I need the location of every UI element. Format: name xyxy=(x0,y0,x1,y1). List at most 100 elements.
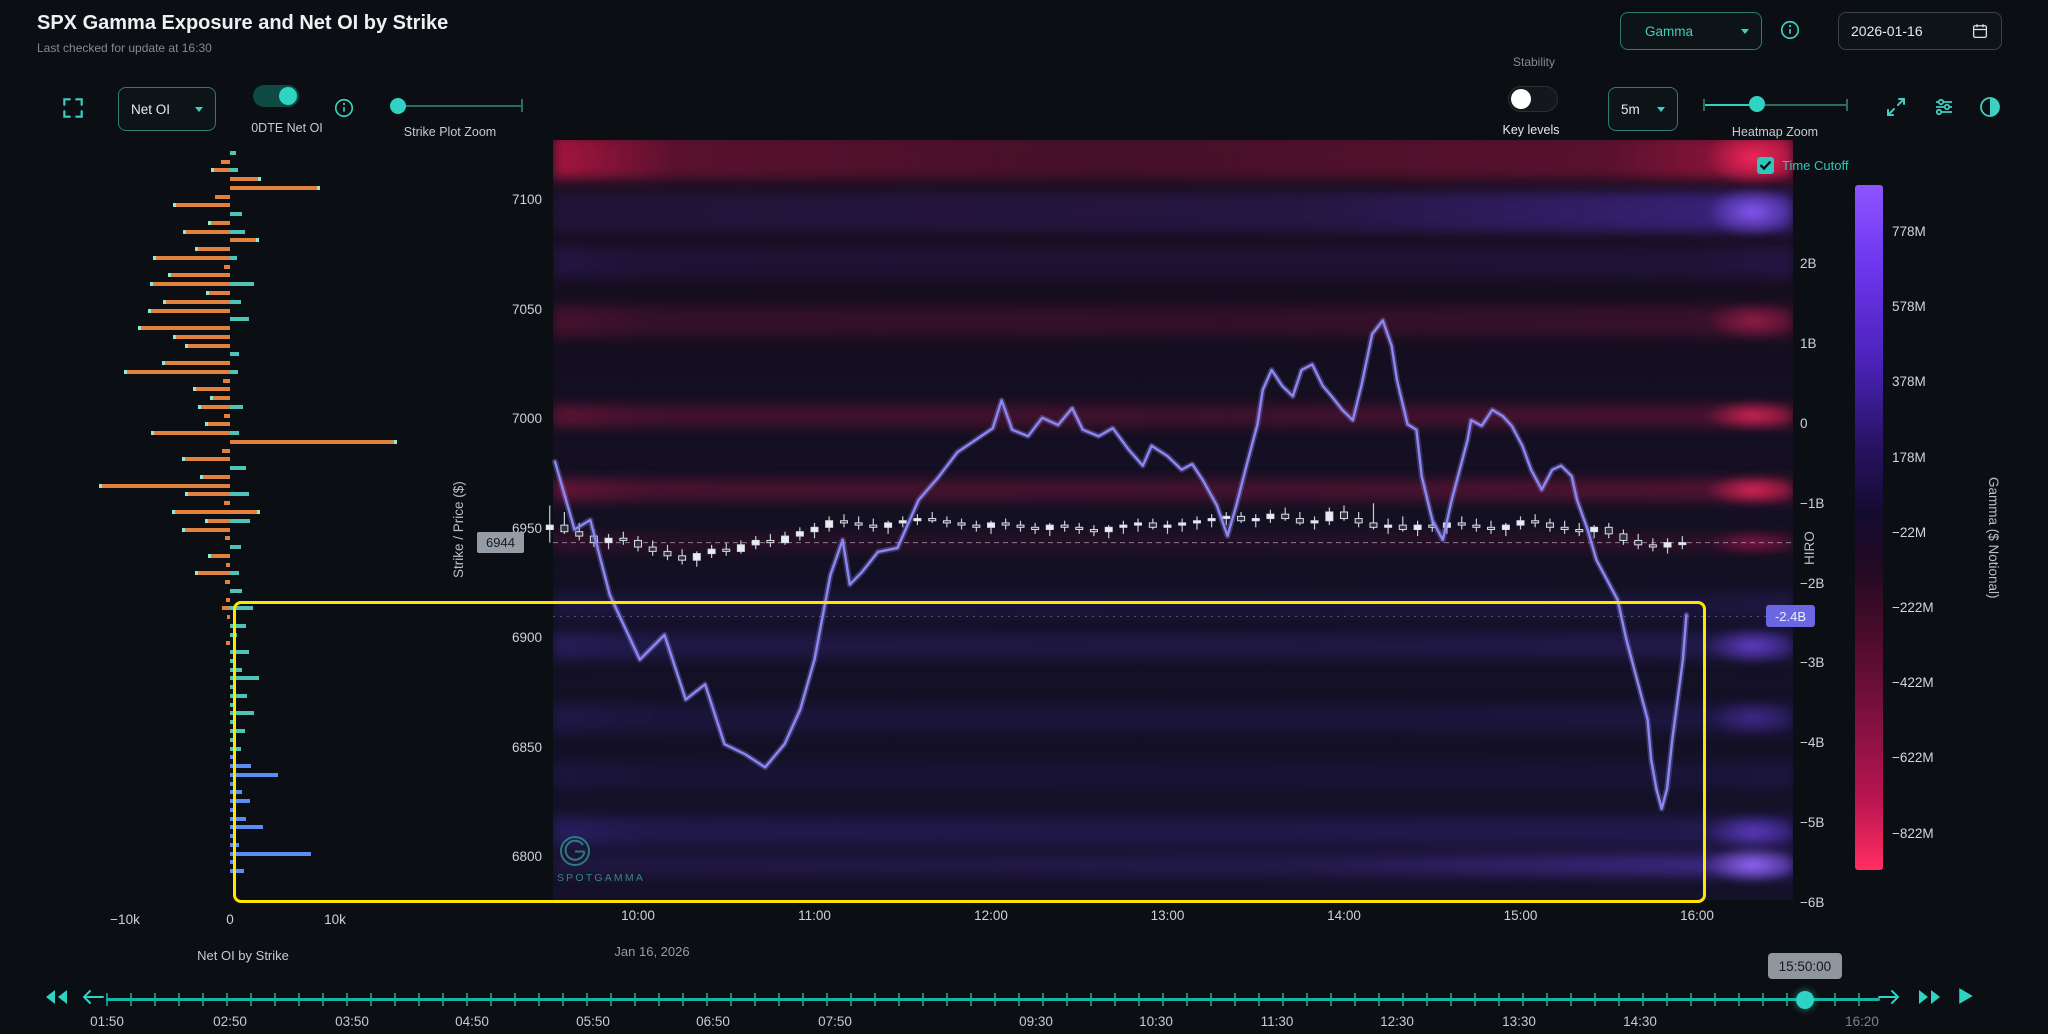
netoi-bar xyxy=(230,851,311,856)
netoi-bar xyxy=(223,413,230,418)
heatmap-zoom-knob[interactable] xyxy=(1749,96,1765,112)
netoi-bar xyxy=(225,641,230,646)
timeline-slider-handle[interactable] xyxy=(1795,991,1814,1009)
netoi-bar-cap xyxy=(173,203,177,208)
price-tick-label: 7100 xyxy=(511,192,542,207)
netoi-bar xyxy=(230,545,241,550)
heatmap-glow xyxy=(1690,296,1793,347)
netoi-bar xyxy=(230,431,240,436)
heatmap-zoom-track[interactable] xyxy=(1705,104,1848,106)
expand-arrows-icon[interactable] xyxy=(1884,95,1908,119)
strike-plot-zoom-knob[interactable] xyxy=(390,98,406,114)
price-tick-label: 6950 xyxy=(511,520,542,536)
netoi-bar-cap xyxy=(393,439,397,444)
netoi-bar xyxy=(230,571,240,576)
contrast-icon[interactable] xyxy=(1978,95,2002,119)
chart-date-label: Jan 16, 2026 xyxy=(614,944,690,959)
strike-plot-zoom-track[interactable] xyxy=(398,105,522,107)
colorbar-tick-label: −22M xyxy=(1892,524,1927,540)
netoi-bar-cap xyxy=(210,396,214,401)
time-cutoff-label: Time Cutoff xyxy=(1782,158,1849,173)
netoi-bar xyxy=(209,220,230,225)
date-picker-value: 2026-01-16 xyxy=(1851,23,1923,39)
netoi-bar-cap xyxy=(257,509,261,514)
netoi-bar xyxy=(221,606,230,611)
toggle-knob xyxy=(279,87,297,105)
netoi-bar-cap xyxy=(181,457,185,462)
timeline-slider-track[interactable] xyxy=(106,998,1880,1001)
netoi-bar xyxy=(212,168,230,173)
timeline-time-label: 01:50 xyxy=(90,1014,124,1029)
netoi-bar xyxy=(162,361,230,366)
netoi-bar xyxy=(225,597,230,602)
timeline-time-label: 02:50 xyxy=(213,1014,247,1029)
netoi-axis-tick-label: 0 xyxy=(226,912,234,927)
fullscreen-icon[interactable] xyxy=(60,95,86,121)
netoi-bar xyxy=(230,755,235,760)
time-cutoff-checkbox[interactable] xyxy=(1757,157,1774,174)
netoi-bar xyxy=(205,422,230,427)
odte-netoi-toggle[interactable] xyxy=(253,85,299,107)
netoi-bar xyxy=(230,466,246,471)
netoi-bar xyxy=(230,825,263,830)
play-icon[interactable] xyxy=(1958,987,1974,1005)
gamma-colorbar xyxy=(1855,185,1883,870)
step-forward-icon[interactable] xyxy=(1878,989,1900,1005)
colorbar-tick-label: 778M xyxy=(1892,224,1926,239)
netoi-bar-cap xyxy=(168,273,172,278)
netoi-bar xyxy=(230,799,250,804)
netoi-bar xyxy=(230,150,237,155)
price-tick-label: 7050 xyxy=(511,301,542,317)
gamma-metric-select[interactable]: Gamma xyxy=(1620,12,1762,50)
time-tick-label: 11:00 xyxy=(798,908,831,923)
netoi-bar xyxy=(99,483,230,488)
hiro-tick-label: 0 xyxy=(1800,416,1808,431)
odte-netoi-toggle-label: 0DTE Net OI xyxy=(251,121,323,135)
interval-select[interactable]: 5m xyxy=(1608,87,1678,131)
netoi-bar xyxy=(194,387,230,392)
netoi-bar-cap xyxy=(317,185,321,190)
fast-forward-icon[interactable] xyxy=(1916,989,1944,1005)
timeline-time-label: 04:50 xyxy=(455,1014,489,1029)
info-icon[interactable] xyxy=(333,97,355,119)
rewind-icon[interactable] xyxy=(42,989,70,1005)
check-icon xyxy=(1759,161,1772,171)
netoi-bar xyxy=(230,816,246,821)
netoi-bar xyxy=(230,772,279,777)
netoi-bar-cap xyxy=(211,168,215,173)
gamma-heatmap-plot[interactable] xyxy=(553,140,1793,900)
date-picker[interactable]: 2026-01-16 xyxy=(1838,12,2002,50)
netoi-bar xyxy=(174,203,230,208)
netoi-bar xyxy=(224,536,230,541)
netoi-bar-cap xyxy=(182,229,186,234)
heatmap-band xyxy=(553,306,1793,337)
netoi-bar-cap xyxy=(148,308,152,313)
hiro-axis-title: HIRO xyxy=(1802,531,1817,565)
info-icon[interactable] xyxy=(1779,19,1801,41)
time-tick-label: 10:00 xyxy=(621,908,655,923)
netoi-bar xyxy=(230,702,236,707)
heatmap-band xyxy=(553,853,1793,876)
netoi-bar-cap xyxy=(208,553,211,558)
tune-sliders-icon[interactable] xyxy=(1932,95,1956,119)
colorbar-title: Gamma ($ Notional) xyxy=(1986,477,2001,599)
netoi-bar xyxy=(151,282,230,287)
netoi-bar-cap xyxy=(199,474,203,479)
key-levels-toggle[interactable] xyxy=(1508,86,1558,112)
netoi-bar xyxy=(230,720,235,725)
netoi-bar xyxy=(173,509,230,514)
timeline-time-label: 14:30 xyxy=(1623,1014,1657,1029)
colorbar-tick-label: 578M xyxy=(1892,299,1926,315)
netoi-bar xyxy=(206,290,230,295)
netoi-bar xyxy=(230,177,261,182)
colorbar-tick-label: 378M xyxy=(1892,374,1926,390)
hiro-tick-label: 1B xyxy=(1800,336,1817,352)
netoi-bar xyxy=(196,247,230,252)
netoi-bar xyxy=(200,474,230,479)
netoi-bar xyxy=(225,562,230,567)
step-back-icon[interactable] xyxy=(82,989,104,1005)
last-checked-text: Last checked for update at 16:30 xyxy=(37,41,212,55)
page-title: SPX Gamma Exposure and Net OI by Strike xyxy=(37,12,449,34)
netoi-select[interactable]: Net OI xyxy=(118,87,216,131)
